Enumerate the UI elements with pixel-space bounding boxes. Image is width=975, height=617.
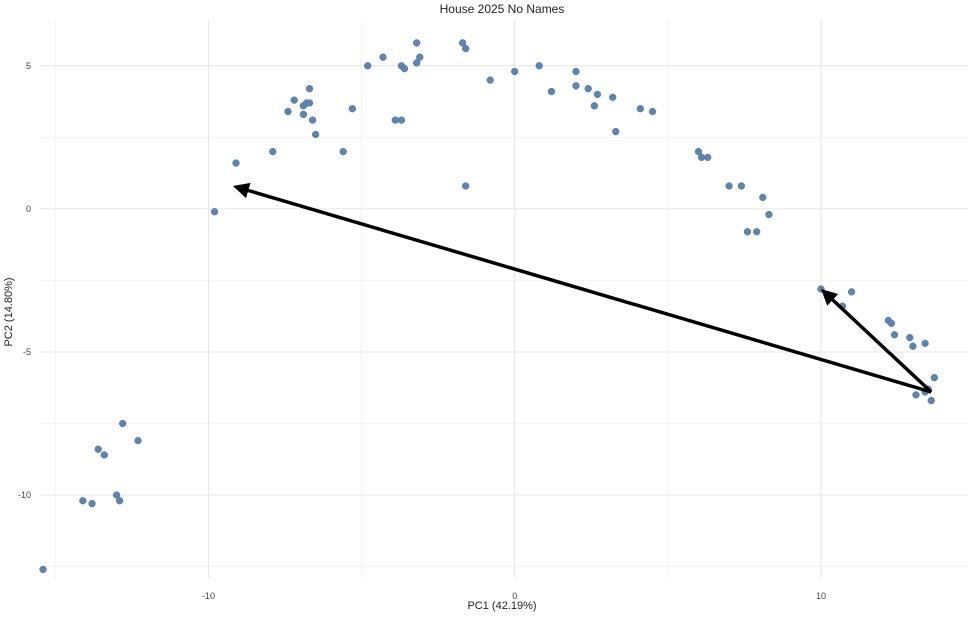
data-point <box>112 491 121 499</box>
arrow-head <box>820 288 839 306</box>
data-point <box>119 419 127 428</box>
data-point <box>413 59 421 67</box>
data-point <box>305 99 314 107</box>
data-point <box>725 182 733 190</box>
data-point <box>100 451 108 459</box>
data-point <box>909 342 917 350</box>
data-point <box>413 39 421 47</box>
data-point <box>290 96 298 104</box>
data-point <box>547 87 556 96</box>
y-tick-label: -10 <box>18 490 31 500</box>
data-point <box>79 497 87 505</box>
data-point <box>299 110 308 119</box>
data-point <box>311 130 320 139</box>
data-point <box>364 62 372 70</box>
data-point <box>612 127 620 136</box>
data-point <box>400 64 409 73</box>
data-point <box>704 153 712 162</box>
x-axis-label: PC1 (42.19%) <box>467 600 536 612</box>
data-point <box>305 85 314 93</box>
grid <box>40 20 968 578</box>
data-point <box>416 53 424 61</box>
y-tick-label: -5 <box>23 347 31 357</box>
x-tick-label: 0 <box>512 591 517 601</box>
data-point <box>486 76 494 84</box>
data-point <box>391 116 399 124</box>
data-point <box>590 102 598 110</box>
x-tick-label: 10 <box>816 591 826 601</box>
data-point <box>462 44 470 53</box>
arrow-head <box>232 182 251 199</box>
y-tick-label: 5 <box>26 61 31 71</box>
data-point <box>308 116 317 124</box>
data-point <box>753 228 761 236</box>
data-point <box>269 147 277 156</box>
data-point <box>930 374 938 382</box>
data-point <box>134 436 142 445</box>
data-point <box>912 391 920 399</box>
y-axis-label: PC2 (14.80%) <box>3 277 15 346</box>
data-point <box>694 147 703 156</box>
data-point <box>88 499 96 508</box>
data-point <box>462 182 470 190</box>
data-point <box>535 62 543 70</box>
data-point <box>284 107 292 116</box>
data-point <box>379 53 387 61</box>
data-point <box>648 107 657 116</box>
data-point <box>593 90 602 99</box>
x-tick-label: -10 <box>202 591 215 601</box>
data-point <box>94 445 102 453</box>
arrows <box>232 182 933 394</box>
data-point <box>636 105 644 113</box>
data-point <box>743 228 752 236</box>
data-point <box>572 82 580 90</box>
data-point <box>584 85 592 93</box>
data-point <box>737 182 746 190</box>
data-point <box>759 193 767 202</box>
data-point <box>609 93 617 101</box>
data-point <box>697 153 706 162</box>
data-point <box>765 210 773 219</box>
data-point <box>348 105 357 113</box>
arrow-shaft <box>247 188 932 394</box>
data-point <box>927 396 935 405</box>
data-point <box>232 159 240 167</box>
data-point <box>847 288 856 296</box>
data-point <box>906 333 914 342</box>
data-point <box>511 67 519 76</box>
data-point <box>115 497 124 505</box>
data-point <box>339 147 347 156</box>
data-point <box>921 339 929 348</box>
arrow-shaft <box>831 298 933 394</box>
y-tick-label: 0 <box>26 204 31 214</box>
data-point <box>572 67 580 76</box>
data-point <box>890 331 899 339</box>
data-point <box>397 116 406 124</box>
data-point <box>39 565 47 574</box>
chart-title: House 2025 No Names <box>440 2 565 16</box>
data-point <box>459 39 467 47</box>
data-point <box>887 319 896 327</box>
data-point <box>210 208 219 216</box>
data-points <box>39 39 938 574</box>
tick-labels: -10 0 10 5 0 -5 -10 <box>18 61 826 601</box>
